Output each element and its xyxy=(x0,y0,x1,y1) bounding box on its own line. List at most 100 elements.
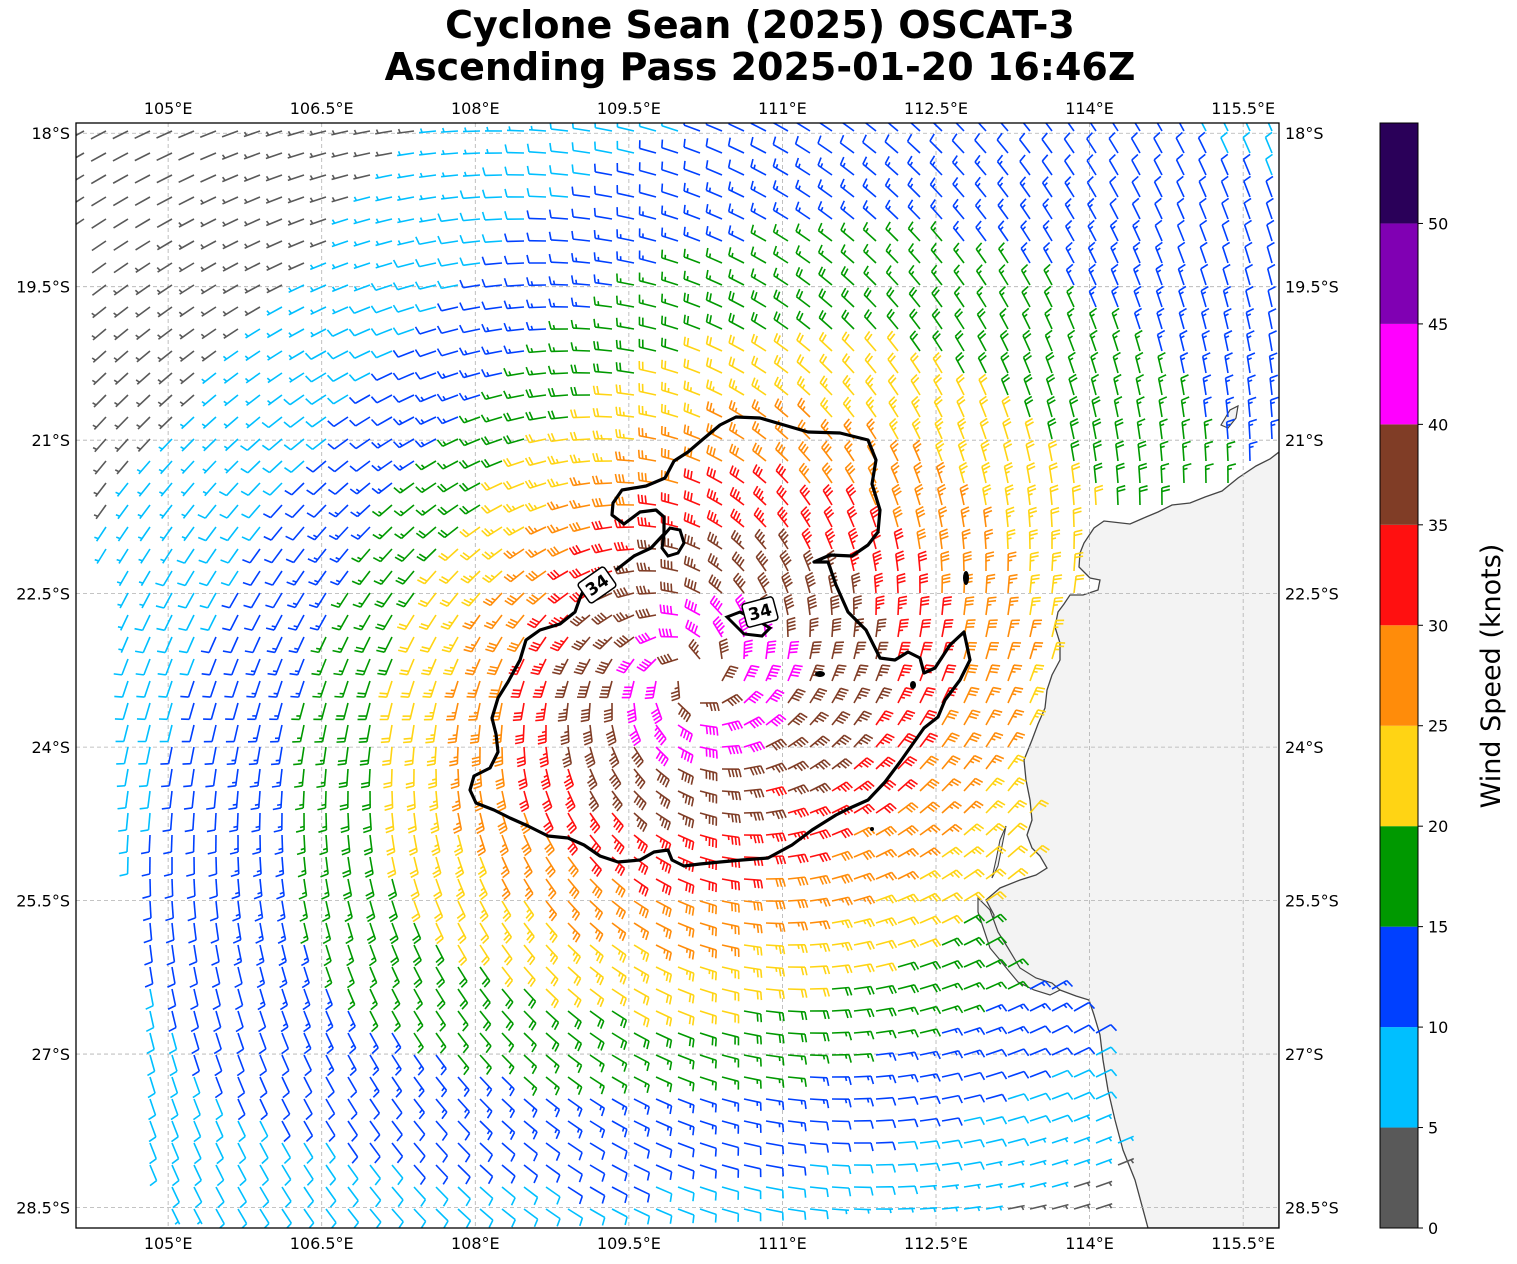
wind-barb xyxy=(547,432,569,443)
map-plot-area: 34 34 xyxy=(76,123,1279,1228)
wind-barb xyxy=(284,460,305,473)
wind-barb xyxy=(615,362,635,374)
wind-barb xyxy=(1223,307,1232,330)
wind-barb xyxy=(1111,307,1120,330)
wind-barb xyxy=(113,218,129,229)
wind-barb xyxy=(114,416,129,430)
wind-barb xyxy=(526,277,547,287)
wind-barb xyxy=(156,306,173,318)
wind-barb xyxy=(996,132,1009,154)
wind-barb xyxy=(660,271,679,286)
wind-barb xyxy=(371,460,393,472)
wind-barb xyxy=(1047,417,1057,440)
wind-barb xyxy=(526,210,547,220)
wind-barb xyxy=(353,284,371,292)
wind-barb xyxy=(1156,329,1166,352)
wind-barb xyxy=(437,213,459,223)
wind-barb xyxy=(1042,241,1053,264)
right-tick-label: 24°S xyxy=(1285,738,1324,757)
wind-barb xyxy=(727,123,745,132)
wind-barb xyxy=(728,356,745,374)
wind-barb xyxy=(1179,352,1189,374)
wind-barb xyxy=(1136,418,1146,440)
wind-barb xyxy=(1198,153,1207,176)
wind-barb xyxy=(772,245,789,264)
colorbar-bin xyxy=(1380,1127,1418,1228)
wind-barb xyxy=(370,350,393,359)
wind-barb xyxy=(996,154,1009,176)
wind-barb xyxy=(616,123,635,132)
wind-barb xyxy=(480,368,503,378)
wind-barb xyxy=(751,420,767,440)
wind-barb xyxy=(974,176,987,198)
wind-barb xyxy=(1091,395,1101,418)
wind-barb xyxy=(956,395,966,418)
wind-barb xyxy=(592,408,613,418)
wind-barb xyxy=(1153,175,1163,198)
wind-barb xyxy=(1135,373,1144,396)
wind-barb xyxy=(1227,463,1237,484)
wind-barb xyxy=(1067,329,1076,352)
wind-barb xyxy=(615,339,635,352)
wind-barb xyxy=(863,265,877,286)
wind-barb xyxy=(1109,197,1119,220)
wind-barb xyxy=(751,377,767,396)
wind-barb xyxy=(886,308,899,330)
wind-barb xyxy=(370,394,393,404)
wind-barb xyxy=(794,135,811,154)
wind-barb xyxy=(616,162,635,176)
wind-barb xyxy=(327,460,349,473)
wind-barb xyxy=(327,482,349,495)
wind-barb xyxy=(201,394,217,407)
colorbar: 0 5 10 15 20 25 30 35 40 45 50 Wind Speed (knots) xyxy=(1379,122,1507,1238)
wind-barb xyxy=(91,218,107,229)
wind-barb xyxy=(706,488,723,506)
wind-barb xyxy=(156,196,173,206)
wind-barb xyxy=(481,323,503,333)
wind-barb xyxy=(283,438,305,451)
wind-barb xyxy=(331,152,349,158)
wind-barb xyxy=(932,352,943,374)
wind-barb xyxy=(113,350,129,363)
wind-barb xyxy=(638,272,657,286)
wind-barb xyxy=(112,152,129,162)
wind-barb xyxy=(772,136,789,154)
wind-barb xyxy=(525,388,547,399)
wind-barb xyxy=(819,397,833,418)
left-tick-label: 28.5°S xyxy=(16,1199,70,1218)
wind-barb xyxy=(1086,154,1097,176)
wind-barb xyxy=(752,464,767,484)
wind-barb xyxy=(328,504,349,518)
wind-barb xyxy=(502,480,525,490)
wind-barb xyxy=(840,265,855,286)
wind-barb xyxy=(865,374,877,396)
colorbar-tick-label: 50 xyxy=(1428,214,1448,233)
wind-barb xyxy=(261,416,283,429)
wind-barb xyxy=(591,497,613,508)
wind-barb xyxy=(930,220,943,242)
wind-barb xyxy=(459,257,481,267)
wind-barb xyxy=(843,440,855,462)
wind-barb xyxy=(953,242,965,264)
wind-barb xyxy=(223,372,239,384)
wind-barb xyxy=(1158,396,1168,418)
wind-barb xyxy=(728,290,745,308)
wind-barb xyxy=(1243,197,1252,220)
wind-barb xyxy=(436,303,459,312)
colorbar-tick-label: 30 xyxy=(1428,616,1448,635)
wind-barb xyxy=(392,282,415,291)
wind-barb xyxy=(844,461,856,484)
wind-barb xyxy=(548,298,569,308)
wind-barb xyxy=(751,355,767,374)
wind-barb xyxy=(397,128,415,135)
wind-barb xyxy=(705,182,723,198)
wind-barb xyxy=(638,184,657,198)
wind-barb xyxy=(727,225,745,242)
wind-barb xyxy=(1131,175,1141,198)
wind-barb xyxy=(569,476,591,487)
wind-barb xyxy=(244,240,261,250)
wind-barb xyxy=(397,195,415,201)
wind-barb xyxy=(908,286,921,308)
wind-barb xyxy=(594,141,613,154)
